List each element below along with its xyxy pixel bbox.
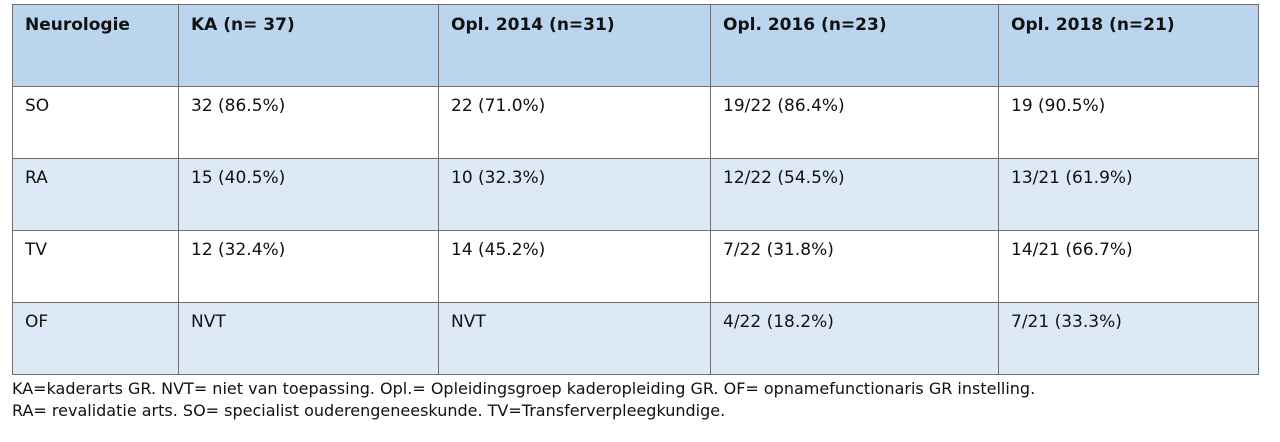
table-cell: NVT	[178, 302, 439, 375]
table-cell: 14 (45.2%)	[438, 230, 711, 303]
document-content: Neurologie KA (n= 37) Opl. 2014 (n=31) O…	[12, 4, 1260, 422]
table-row: SO 32 (86.5%) 22 (71.0%) 19/22 (86.4%) 1…	[12, 86, 1259, 159]
header-cell-opl-2016: Opl. 2016 (n=23)	[710, 4, 999, 87]
footnote-line: KA=kaderarts GR. NVT= niet van toepassin…	[12, 379, 1036, 398]
table-row: OF NVT NVT 4/22 (18.2%) 7/21 (33.3%)	[12, 302, 1259, 375]
table-cell: 12 (32.4%)	[178, 230, 439, 303]
table-cell: 4/22 (18.2%)	[710, 302, 999, 375]
table-cell: 15 (40.5%)	[178, 158, 439, 231]
table-cell: 32 (86.5%)	[178, 86, 439, 159]
table-cell: 12/22 (54.5%)	[710, 158, 999, 231]
row-label-cell: OF	[12, 302, 179, 375]
row-label-cell: RA	[12, 158, 179, 231]
header-cell-neurologie: Neurologie	[12, 4, 179, 87]
header-cell-ka: KA (n= 37)	[178, 4, 439, 87]
header-cell-opl-2018: Opl. 2018 (n=21)	[998, 4, 1259, 87]
table-cell: 19/22 (86.4%)	[710, 86, 999, 159]
results-table: Neurologie KA (n= 37) Opl. 2014 (n=31) O…	[12, 4, 1259, 375]
table-cell: 14/21 (66.7%)	[998, 230, 1259, 303]
table-footnote: KA=kaderarts GR. NVT= niet van toepassin…	[12, 378, 1260, 422]
row-label-cell: TV	[12, 230, 179, 303]
table-cell: 7/21 (33.3%)	[998, 302, 1259, 375]
table-cell: NVT	[438, 302, 711, 375]
table-header-row: Neurologie KA (n= 37) Opl. 2014 (n=31) O…	[12, 4, 1259, 87]
table-cell: 7/22 (31.8%)	[710, 230, 999, 303]
table-row: RA 15 (40.5%) 10 (32.3%) 12/22 (54.5%) 1…	[12, 158, 1259, 231]
header-cell-opl-2014: Opl. 2014 (n=31)	[438, 4, 711, 87]
table-cell: 10 (32.3%)	[438, 158, 711, 231]
footnote-line: RA= revalidatie arts. SO= specialist oud…	[12, 401, 726, 420]
table-row: TV 12 (32.4%) 14 (45.2%) 7/22 (31.8%) 14…	[12, 230, 1259, 303]
table-cell: 22 (71.0%)	[438, 86, 711, 159]
row-label-cell: SO	[12, 86, 179, 159]
table-cell: 19 (90.5%)	[998, 86, 1259, 159]
table-cell: 13/21 (61.9%)	[998, 158, 1259, 231]
